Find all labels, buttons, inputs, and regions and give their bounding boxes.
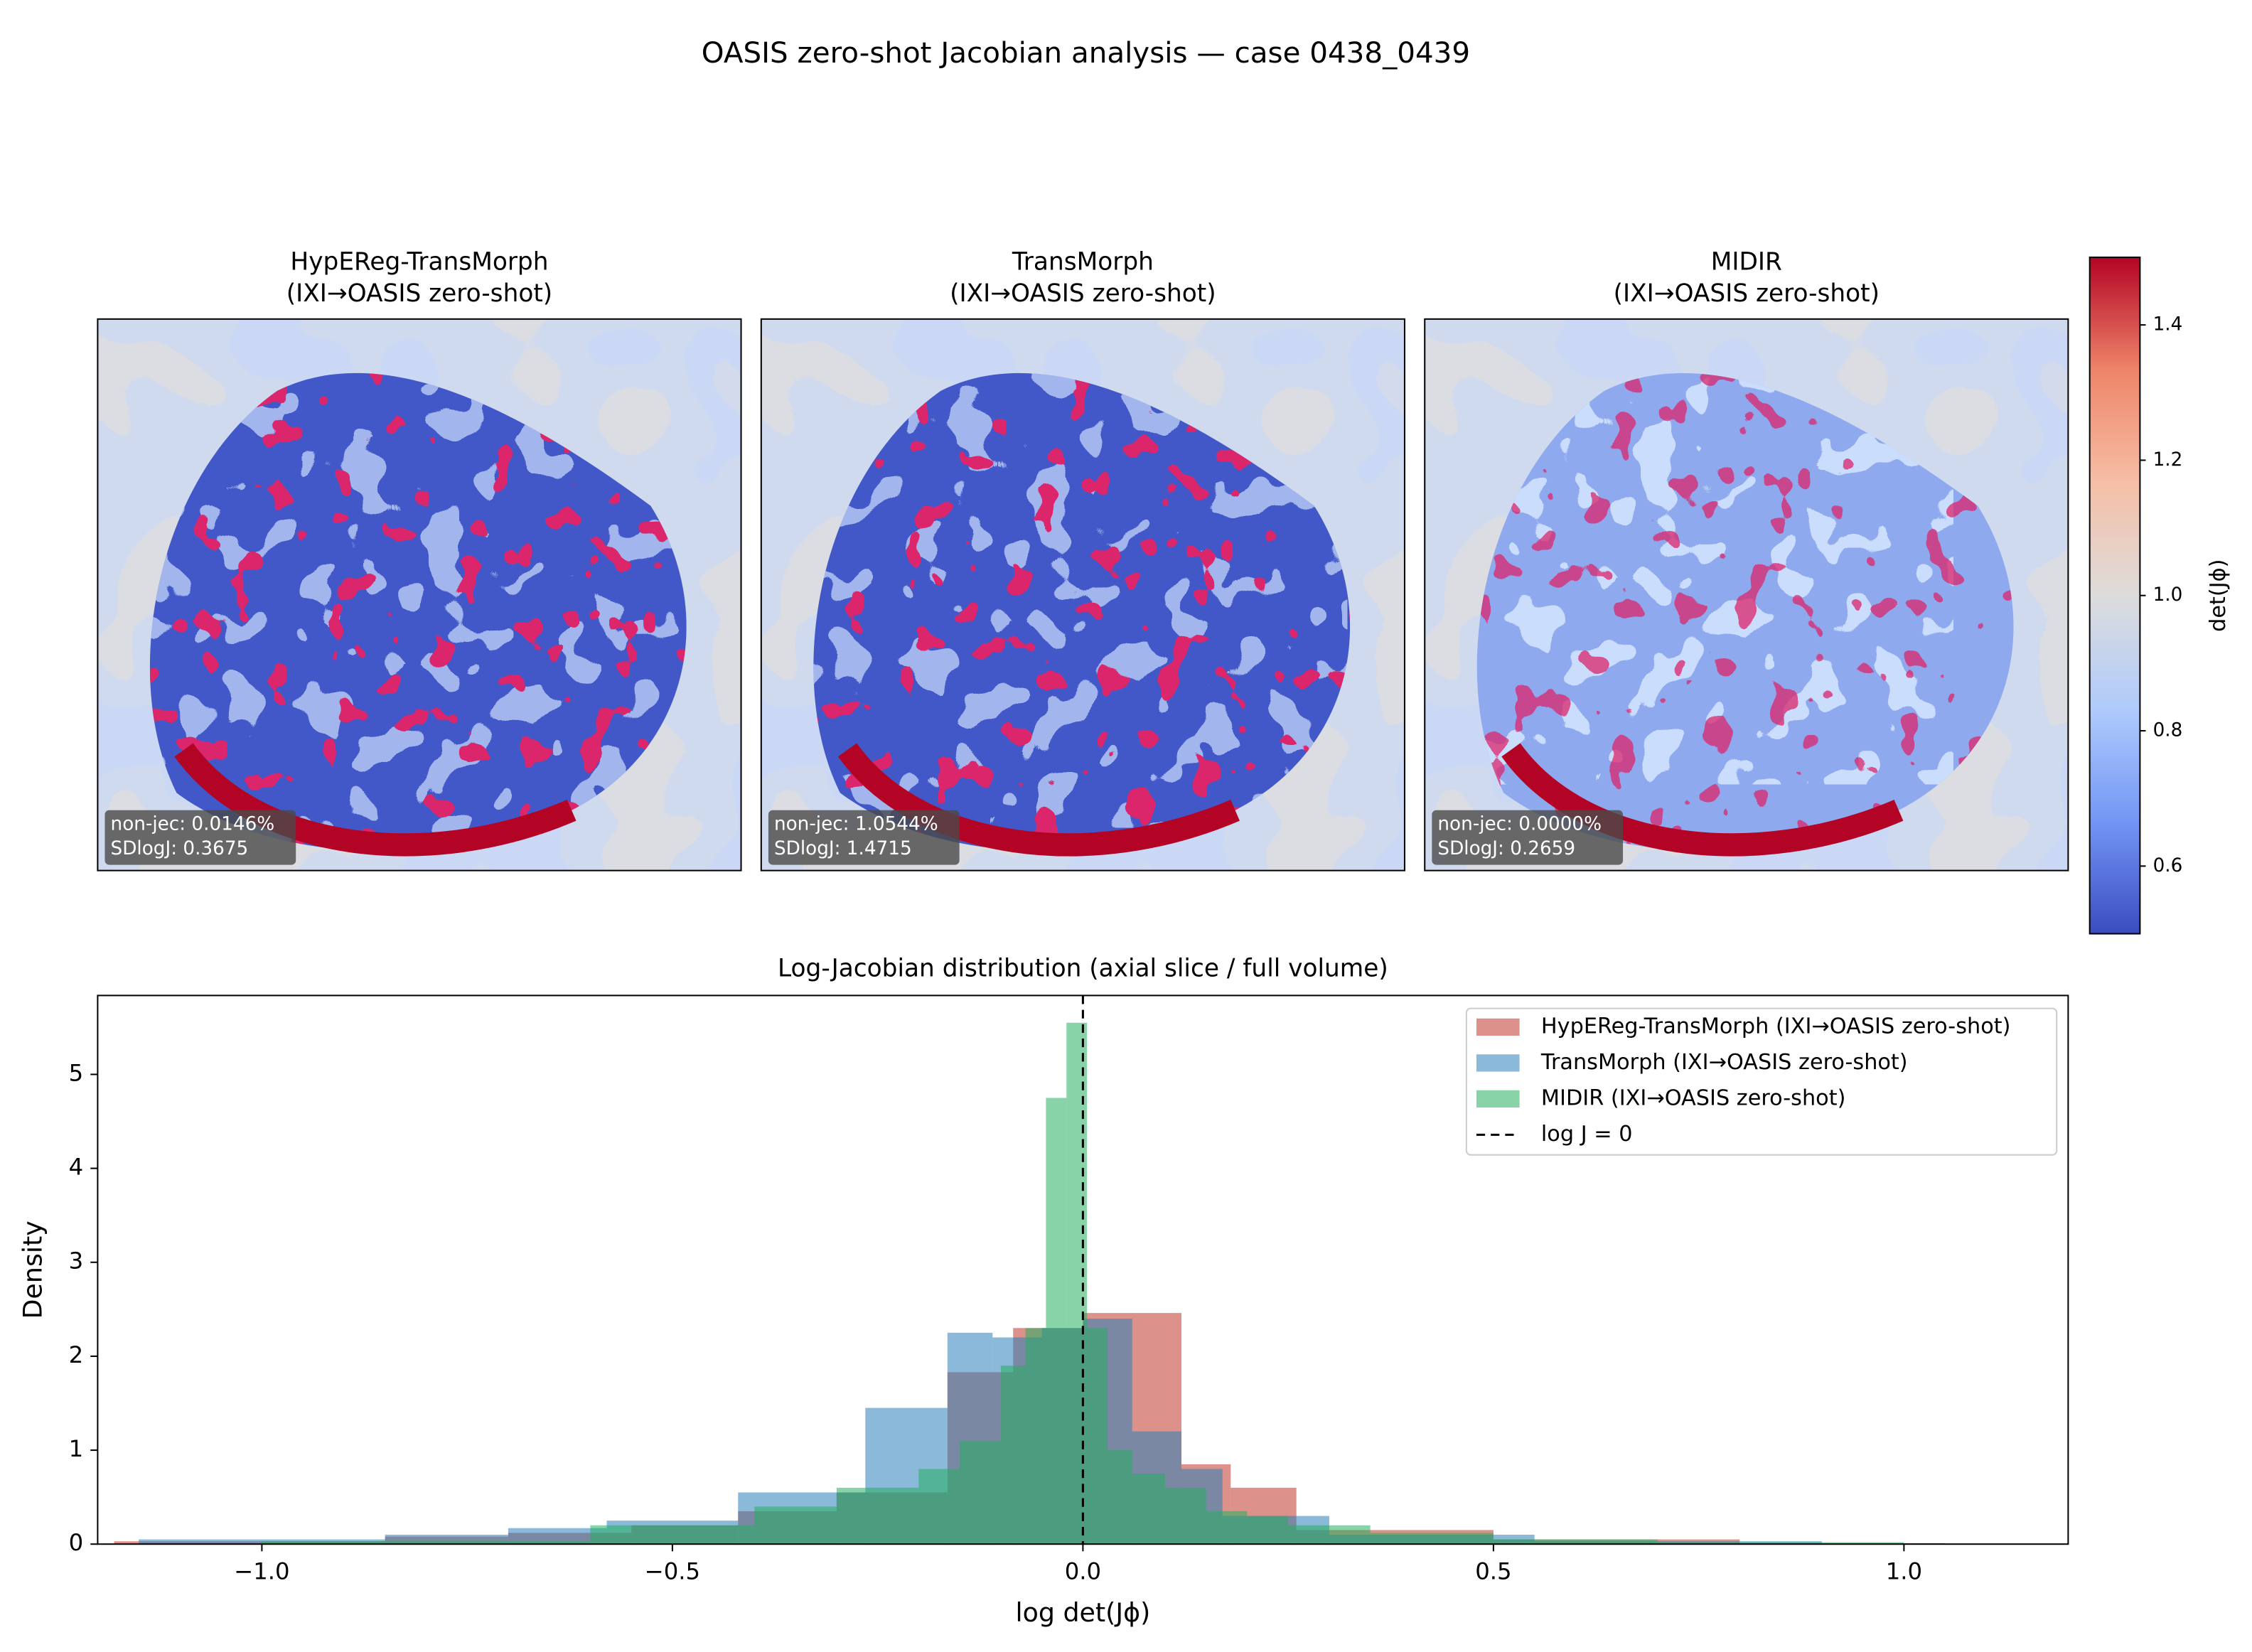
brain-rim (837, 743, 1240, 857)
annotation-text: SDlogJ: 1.4715 (774, 838, 912, 859)
panel-title: (IXI→OASIS zero-shot) (1614, 279, 1880, 308)
panel-title: MIDIR (1711, 248, 1782, 277)
panel-frame (1424, 318, 2069, 871)
histogram-bar (960, 1440, 1001, 1545)
panel-title: (IXI→OASIS zero-shot) (950, 279, 1216, 308)
panel-frame (760, 318, 1405, 871)
y-tick-label: 5 (69, 1059, 84, 1086)
annotation-text: SDlogJ: 0.2659 (1437, 838, 1575, 859)
x-tick-label: 0.5 (1475, 1558, 1511, 1585)
x-tick-label: −1.0 (234, 1558, 289, 1585)
x-axis-label: log det(Jϕ) (1015, 1597, 1150, 1628)
panel-frame (97, 318, 742, 871)
legend-label: TransMorph (IXI→OASIS zero-shot) (1540, 1050, 1908, 1075)
figure-title: OASIS zero-shot Jacobian analysis — case… (702, 36, 1470, 70)
histogram-bar (1108, 1450, 1132, 1545)
y-tick-label: 0 (69, 1529, 84, 1556)
histogram-bar (1370, 1533, 1494, 1545)
colorbar-tick-label: 1.2 (2153, 449, 2183, 471)
histogram-bar (1247, 1516, 1289, 1545)
legend-label: HypEReg-TransMorph (IXI→OASIS zero-shot) (1541, 1014, 2011, 1039)
y-tick-label: 2 (69, 1341, 84, 1368)
legend-swatch (1476, 1018, 1520, 1036)
histogram-bar (836, 1487, 919, 1545)
axes-title: Log-Jacobian distribution (axial slice /… (778, 955, 1388, 983)
legend-box (1465, 1007, 2058, 1156)
annotation-box (768, 810, 960, 865)
legend-label: log J = 0 (1541, 1122, 1633, 1147)
annotation-text: SDlogJ: 0.3675 (111, 838, 249, 859)
histogram-bar (590, 1525, 755, 1545)
colorbar-tick-label: 0.6 (2153, 855, 2183, 876)
plot-area (114, 1022, 1946, 1545)
y-tick-label: 3 (69, 1248, 84, 1275)
brain-rim (1501, 743, 1904, 857)
histogram-bar (262, 1541, 591, 1545)
histogram-bar (1025, 1328, 1046, 1545)
annotation-text: non-jec: 1.0544% (774, 813, 938, 835)
colorbar-tick-label: 0.8 (2153, 720, 2183, 741)
histogram-bar (1087, 1328, 1108, 1545)
heatmap-image: non-jec: 1.0544% SDlogJ: 1.4715 (760, 318, 1405, 871)
histogram-bar (1206, 1511, 1248, 1545)
x-tick-label: −0.5 (645, 1558, 700, 1585)
colorbar-label: det(Jϕ) (2206, 559, 2231, 632)
annotation-box (1432, 810, 1624, 865)
histogram-bar (754, 1506, 837, 1545)
legend-label: MIDIR (IXI→OASIS zero-shot) (1541, 1085, 1846, 1110)
colorbar (2089, 256, 2141, 935)
colorbar-tick-label: 1.0 (2153, 584, 2183, 606)
heatmap-image: non-jec: 0.0146% SDlogJ: 0.3675 (97, 318, 742, 871)
y-axis-label: Density (17, 1221, 48, 1319)
y-tick-label: 4 (69, 1154, 84, 1181)
histogram-bar (508, 1528, 607, 1545)
panel-title: HypEReg-TransMorph (290, 248, 548, 277)
histogram-bar (1046, 1098, 1067, 1545)
brain-rim (174, 743, 577, 857)
heatmap-image: non-jec: 0.0000% SDlogJ: 0.2659 (1424, 318, 2069, 871)
y-tick-label: 1 (69, 1435, 84, 1462)
histogram-bar (1288, 1525, 1371, 1545)
histogram-bar (1657, 1542, 1904, 1545)
annotation-text: non-jec: 0.0000% (1437, 813, 1602, 835)
legend-swatch (1476, 1090, 1520, 1108)
histogram-bar (1000, 1366, 1026, 1545)
histogram-bar (1493, 1539, 1658, 1545)
annotation-text: non-jec: 0.0146% (111, 813, 275, 835)
histogram-bar (1164, 1487, 1206, 1545)
annotation-box (104, 810, 296, 865)
histogram-bar (918, 1469, 960, 1545)
panel-title: TransMorph (1012, 248, 1154, 277)
x-tick-label: 0.0 (1065, 1558, 1101, 1585)
x-tick-label: 1.0 (1886, 1558, 1922, 1585)
histogram-bar (1132, 1474, 1165, 1545)
colorbar-tick-label: 1.4 (2153, 314, 2183, 336)
panel-title: (IXI→OASIS zero-shot) (286, 279, 552, 308)
legend-swatch (1476, 1054, 1520, 1072)
